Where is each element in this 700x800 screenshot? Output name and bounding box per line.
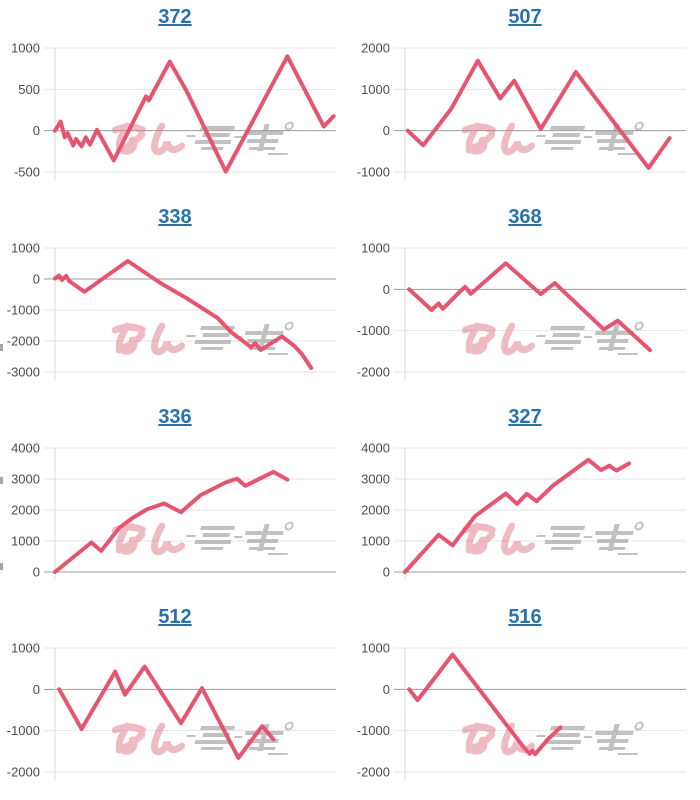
y-tick-label: 3000	[11, 472, 40, 487]
result-line	[403, 457, 631, 574]
y-tick-label: 0	[383, 565, 390, 580]
y-tick-label: 1000	[11, 534, 40, 549]
minrepo-watermark	[461, 121, 644, 156]
chart-title-link[interactable]: 338	[158, 206, 192, 228]
minrepo-watermark	[111, 721, 294, 756]
y-tick-label: 1000	[11, 641, 40, 656]
chart-cell-336: 336 4000 3000 2000 1000 0	[0, 400, 350, 600]
y-tick-label: 0	[33, 123, 40, 138]
y-tick-label: 500	[18, 82, 40, 97]
y-tick-label: -3000	[7, 365, 40, 380]
chart-plot-368: 1000 0 -1000 -2000	[357, 241, 686, 380]
chart-title-wrap: 327	[350, 406, 700, 429]
result-line	[53, 259, 314, 370]
chart-title-link[interactable]: 516	[508, 606, 542, 628]
chart-cell-368: 368 1000 0 -1000 -2000	[350, 200, 700, 400]
chart-cell-372: 372 1000 500 0 -500	[0, 0, 350, 200]
result-line	[405, 58, 672, 170]
result-line	[53, 54, 336, 174]
chart-title-link[interactable]: 507	[508, 6, 542, 28]
chart-title-wrap: 512	[0, 606, 350, 629]
y-tick-label: 0	[383, 123, 390, 138]
y-tick-label: 0	[33, 272, 40, 287]
chart-plot-507: 2000 1000 0 -1000	[357, 41, 686, 180]
result-line	[407, 652, 563, 757]
chart-title-link[interactable]: 512	[158, 606, 192, 628]
chart-title-link[interactable]: 372	[158, 6, 192, 28]
y-tick-label: 1000	[361, 534, 390, 549]
y-tick-label: 2000	[361, 41, 390, 56]
chart-title-wrap: 516	[350, 606, 700, 629]
chart-title-wrap: 336	[0, 406, 350, 429]
chart-plot-338: 1000 0 -1000 -2000 -3000	[7, 241, 336, 380]
y-tick-label: -500	[14, 165, 40, 180]
edge-tick-artifact	[0, 477, 3, 484]
y-tick-label: -1000	[357, 323, 390, 338]
chart-title-wrap: 507	[350, 6, 700, 29]
minrepo-watermark	[461, 521, 644, 556]
minrepo-watermark	[111, 321, 294, 356]
y-tick-label: 1000	[11, 41, 40, 56]
result-line	[407, 261, 652, 353]
y-tick-label: 0	[383, 682, 390, 697]
chart-plot-516: 1000 0 -1000 -2000	[357, 641, 686, 780]
chart-plot-372: 1000 500 0 -500	[11, 41, 336, 180]
chart-plot-512: 1000 0 -1000 -2000	[7, 641, 336, 780]
chart-title-wrap: 338	[0, 206, 350, 229]
chart-title-link[interactable]: 336	[158, 406, 192, 428]
y-tick-label: -1000	[357, 165, 390, 180]
y-tick-label: 1000	[361, 641, 390, 656]
y-tick-label: 1000	[11, 241, 40, 256]
chart-cell-512: 512 1000 0 -1000 -2000	[0, 600, 350, 800]
edge-tick-artifact	[0, 563, 3, 570]
chart-title-link[interactable]: 327	[508, 406, 542, 428]
y-tick-label: -1000	[357, 723, 390, 738]
y-tick-label: -2000	[357, 365, 390, 380]
y-tick-label: 4000	[11, 441, 40, 456]
y-tick-label: 0	[33, 565, 40, 580]
y-tick-label: 2000	[11, 503, 40, 518]
minrepo-watermark	[461, 321, 644, 356]
y-tick-label: 4000	[361, 441, 390, 456]
y-tick-label: 0	[383, 282, 390, 297]
chart-cell-516: 516 1000 0 -1000 -2000	[350, 600, 700, 800]
result-line	[53, 469, 290, 574]
y-tick-label: 0	[33, 682, 40, 697]
chart-cell-338: 338 1000 0 -1000 -2000 -3000	[0, 200, 350, 400]
y-tick-label: 1000	[361, 82, 390, 97]
chart-title-wrap: 368	[350, 206, 700, 229]
y-tick-label: -1000	[7, 303, 40, 318]
y-tick-label: -2000	[357, 765, 390, 780]
y-tick-label: 1000	[361, 241, 390, 256]
chart-title-wrap: 372	[0, 6, 350, 29]
chart-title-link[interactable]: 368	[508, 206, 542, 228]
chart-plot-336: 4000 3000 2000 1000 0	[11, 441, 336, 580]
edge-tick-artifact	[0, 344, 3, 351]
y-tick-label: -2000	[7, 334, 40, 349]
minrepo-watermark	[111, 521, 294, 556]
chart-cell-507: 507 2000 1000 0 -1000	[350, 0, 700, 200]
y-tick-label: 3000	[361, 472, 390, 487]
y-tick-label: -2000	[7, 765, 40, 780]
chart-cell-327: 327 4000 3000 2000 1000 0	[350, 400, 700, 600]
y-tick-label: 2000	[361, 503, 390, 518]
minrepo-watermark	[461, 721, 644, 756]
chart-plot-327: 4000 3000 2000 1000 0	[361, 441, 686, 580]
y-tick-label: -1000	[7, 723, 40, 738]
result-line	[57, 664, 276, 760]
